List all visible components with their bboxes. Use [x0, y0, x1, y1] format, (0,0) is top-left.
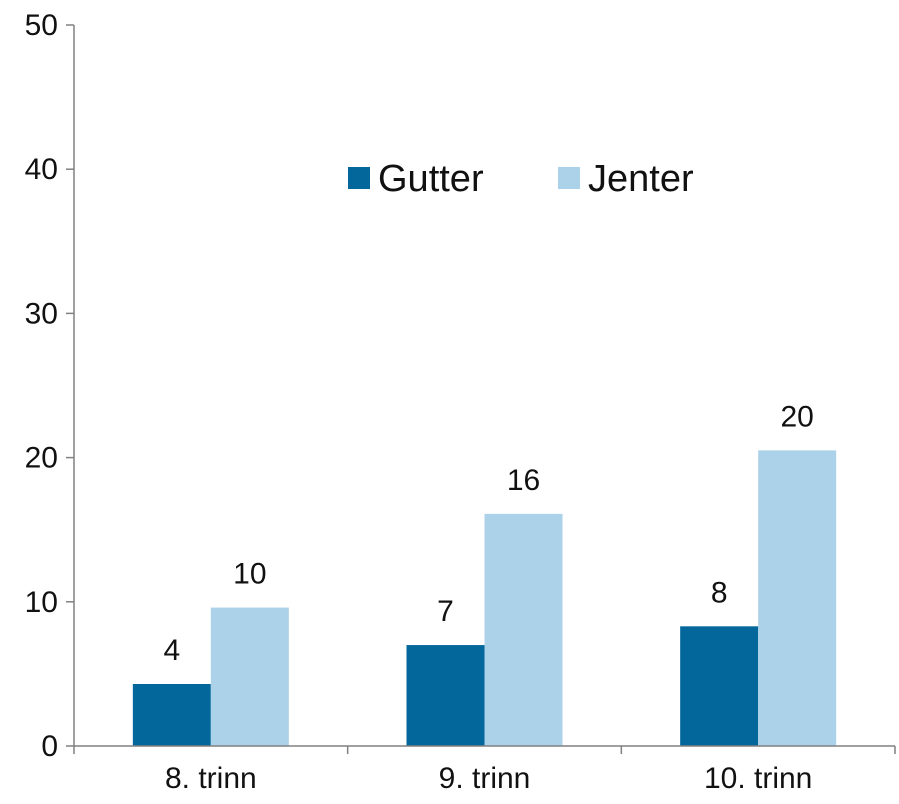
legend-swatch-gutter	[348, 167, 370, 189]
y-tick-label: 10	[25, 586, 58, 619]
data-label: 8	[711, 576, 728, 609]
x-tick-label: 10. trinn	[704, 762, 812, 795]
data-label: 7	[437, 595, 454, 628]
y-tick-label: 50	[25, 9, 58, 42]
bar-gutter-3	[680, 626, 759, 746]
legend-label-gutter: Gutter	[378, 158, 484, 200]
y-axis-ticks: 0 10 20 30 40 50	[25, 9, 74, 763]
legend: Gutter Jenter	[348, 158, 694, 200]
axes	[73, 25, 895, 747]
legend-label-jenter: Jenter	[588, 158, 694, 200]
data-labels: 4 10 7 16 8 20	[163, 400, 813, 667]
bar-jenter-1	[210, 607, 289, 746]
y-tick-label: 30	[25, 297, 58, 330]
bar-gutter-1	[132, 683, 211, 746]
bar-gutter-2	[406, 645, 485, 746]
data-label: 20	[780, 400, 813, 433]
x-tick-label: 8. trinn	[165, 762, 257, 795]
bar-jenter-2	[484, 513, 563, 746]
y-tick-label: 40	[25, 153, 58, 186]
data-label: 4	[163, 634, 180, 667]
bars	[132, 450, 837, 746]
y-tick-label: 20	[25, 442, 58, 475]
y-tick-label: 0	[41, 730, 58, 763]
bar-jenter-3	[758, 450, 837, 746]
legend-swatch-jenter	[558, 167, 580, 189]
data-label: 10	[233, 558, 266, 591]
x-axis-ticks: 8. trinn 9. trinn 10. trinn	[73, 746, 896, 795]
x-tick-label: 9. trinn	[439, 762, 531, 795]
data-label: 16	[507, 464, 540, 497]
